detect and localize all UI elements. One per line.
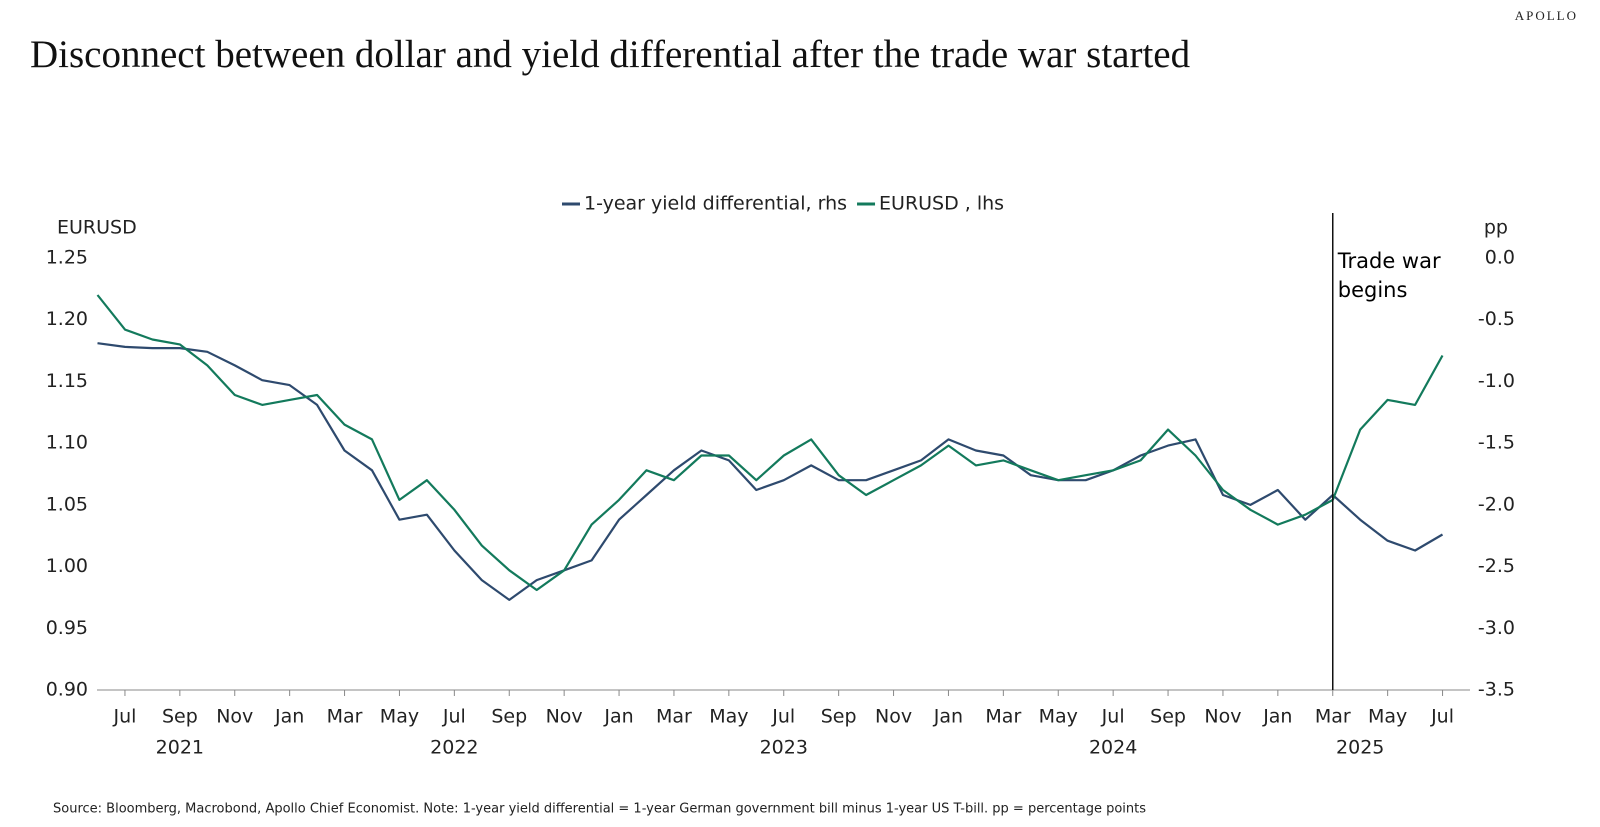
x-tick-label: Sep <box>491 706 527 728</box>
x-tick-label: Jul <box>442 706 466 728</box>
legend-label: EURUSD , lhs <box>879 193 1004 215</box>
y-tick-label: 0.95 <box>46 617 88 639</box>
x-tick-label: Jan <box>1262 706 1292 728</box>
x-tick-label: Mar <box>656 706 692 728</box>
x-tick-label: Mar <box>327 706 363 728</box>
x-tick-label: May <box>1368 706 1407 728</box>
x-tick-label: Jul <box>1101 706 1125 728</box>
x-tick-label: Jul <box>1430 706 1454 728</box>
x-tick-label: Nov <box>1204 706 1241 728</box>
x-tick-label: Nov <box>875 706 912 728</box>
y2-tick-label: -0.5 <box>1478 308 1515 330</box>
year-label: 2021 <box>156 737 204 759</box>
x-tick-label: Jan <box>933 706 963 728</box>
year-label: 2023 <box>760 737 808 759</box>
y2-tick-label: -2.5 <box>1478 555 1515 577</box>
brand: APOLLO <box>1515 8 1578 23</box>
y2-tick-label: 0.0 <box>1485 247 1515 269</box>
event-label: Trade war <box>1337 249 1441 273</box>
x-tick-label: May <box>380 706 419 728</box>
y-tick-label: 0.90 <box>46 679 88 701</box>
x-tick-label: May <box>1039 706 1078 728</box>
y-tick-label: 1.05 <box>46 493 88 515</box>
x-tick-label: Jul <box>112 706 136 728</box>
y2-tick-label: -1.0 <box>1478 370 1515 392</box>
x-tick-label: Mar <box>985 706 1021 728</box>
event-label: begins <box>1338 278 1408 302</box>
x-tick-label: May <box>709 706 748 728</box>
series-line <box>96 294 1444 592</box>
x-tick-label: Jan <box>603 706 633 728</box>
chart-title: Disconnect between dollar and yield diff… <box>30 33 1191 76</box>
y-tick-label: 1.00 <box>46 555 88 577</box>
y-tick-label: 1.20 <box>46 308 88 330</box>
y2-tick-label: -1.5 <box>1478 432 1515 454</box>
x-tick-label: Sep <box>162 706 198 728</box>
x-tick-label: Nov <box>216 706 253 728</box>
x-tick-label: Jul <box>771 706 795 728</box>
x-tick-label: Mar <box>1315 706 1351 728</box>
x-tick-label: Sep <box>1150 706 1186 728</box>
year-label: 2022 <box>430 737 478 759</box>
y2-tick-label: -3.0 <box>1478 617 1515 639</box>
series-line <box>97 342 1444 602</box>
year-label: 2024 <box>1089 737 1137 759</box>
legend-label: 1-year yield differential, rhs <box>584 193 847 215</box>
y2-tick-label: -2.0 <box>1478 493 1515 515</box>
y-axis-label: EURUSD <box>57 217 137 239</box>
y2-axis-label: pp <box>1484 217 1508 239</box>
y-tick-label: 1.25 <box>46 247 88 269</box>
year-label: 2025 <box>1336 737 1384 759</box>
y-tick-label: 1.15 <box>46 370 88 392</box>
y-tick-label: 1.10 <box>46 432 88 454</box>
x-tick-label: Sep <box>821 706 857 728</box>
x-tick-label: Jan <box>274 706 304 728</box>
x-tick-label: Nov <box>546 706 583 728</box>
y2-tick-label: -3.5 <box>1478 679 1515 701</box>
source-note: Source: Bloomberg, Macrobond, Apollo Chi… <box>53 802 1146 817</box>
